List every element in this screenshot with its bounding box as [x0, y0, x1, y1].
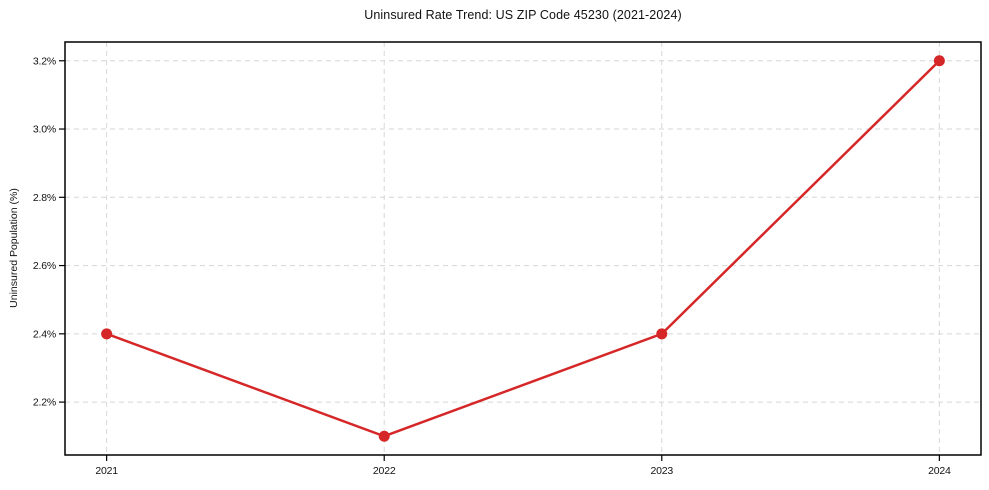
chart-title: Uninsured Rate Trend: US ZIP Code 45230 … [364, 8, 682, 22]
x-tick-label: 2021 [95, 465, 118, 477]
data-point [933, 55, 945, 67]
x-tick-label: 2023 [651, 465, 674, 477]
y-tick-label: 2.4% [33, 328, 56, 340]
data-point [101, 328, 113, 340]
x-tick-label: 2022 [373, 465, 396, 477]
plot-border [64, 41, 982, 456]
trend-line [105, 59, 941, 438]
y-tick-label: 2.8% [33, 192, 56, 204]
y-tick-label: 3.0% [33, 124, 56, 136]
y-tick-label: 2.2% [33, 397, 56, 409]
data-point [656, 328, 668, 340]
y-tick-label: 3.2% [33, 55, 56, 67]
x-tick-label: 2024 [928, 465, 951, 477]
y-tick-label: 2.6% [33, 260, 56, 272]
data-point [378, 430, 390, 442]
